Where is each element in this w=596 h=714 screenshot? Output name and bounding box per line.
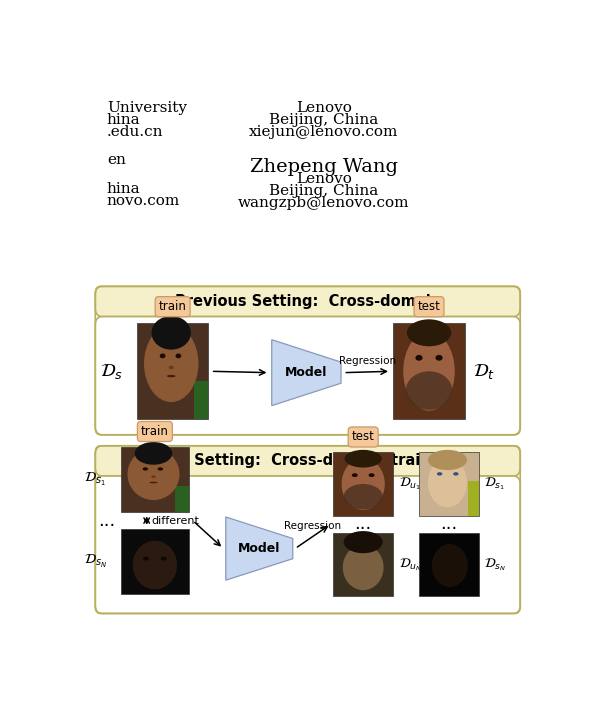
Ellipse shape [135, 442, 172, 465]
Text: different: different [151, 516, 199, 526]
Text: $\mathcal{D}_s$: $\mathcal{D}_s$ [100, 362, 123, 381]
FancyBboxPatch shape [333, 533, 393, 596]
Ellipse shape [133, 540, 177, 589]
Ellipse shape [415, 355, 423, 361]
Ellipse shape [151, 316, 191, 350]
Ellipse shape [436, 355, 443, 361]
Ellipse shape [160, 353, 166, 358]
Ellipse shape [406, 371, 452, 410]
Text: ...: ... [355, 515, 372, 533]
Text: $\mathcal{D}_{s_N}$: $\mathcal{D}_{s_N}$ [484, 556, 507, 573]
Text: Lenovo: Lenovo [296, 101, 352, 115]
Ellipse shape [142, 468, 148, 471]
Ellipse shape [344, 450, 382, 468]
FancyBboxPatch shape [95, 316, 520, 435]
Ellipse shape [167, 375, 175, 377]
Ellipse shape [344, 531, 383, 553]
Ellipse shape [344, 484, 383, 509]
Ellipse shape [175, 353, 181, 358]
Text: .edu.cn: .edu.cn [107, 125, 163, 139]
Text: Previous Setting:  Cross-domain: Previous Setting: Cross-domain [175, 294, 441, 309]
Text: test: test [418, 300, 440, 313]
FancyBboxPatch shape [194, 381, 209, 419]
Text: en: en [107, 153, 126, 167]
Text: Model: Model [285, 366, 328, 379]
Polygon shape [226, 517, 293, 580]
Text: $\mathcal{D}_{s_1}$: $\mathcal{D}_{s_1}$ [84, 471, 106, 488]
Text: Beijing, China: Beijing, China [269, 183, 378, 198]
Ellipse shape [343, 545, 384, 590]
Ellipse shape [342, 458, 385, 510]
Ellipse shape [143, 557, 149, 560]
Text: test: test [352, 431, 375, 443]
Text: wangzpb@lenovo.com: wangzpb@lenovo.com [238, 196, 409, 210]
Text: $\mathcal{D}_t$: $\mathcal{D}_t$ [473, 362, 495, 381]
FancyBboxPatch shape [175, 486, 189, 512]
FancyBboxPatch shape [95, 286, 520, 316]
Ellipse shape [128, 448, 179, 500]
Text: Lenovo: Lenovo [296, 172, 352, 186]
Text: $\mathcal{D}_{u_1}$: $\mathcal{D}_{u_1}$ [399, 476, 421, 492]
FancyBboxPatch shape [418, 533, 479, 596]
Ellipse shape [151, 476, 156, 478]
Text: $\mathcal{D}_{u_N}$: $\mathcal{D}_{u_N}$ [399, 556, 422, 573]
FancyBboxPatch shape [333, 453, 393, 516]
Ellipse shape [407, 319, 451, 346]
Text: Model: Model [238, 542, 281, 555]
Ellipse shape [453, 472, 458, 476]
Text: University: University [107, 101, 187, 115]
Ellipse shape [144, 325, 198, 402]
Ellipse shape [169, 366, 173, 369]
Ellipse shape [352, 473, 358, 477]
FancyBboxPatch shape [393, 323, 465, 419]
Ellipse shape [368, 473, 375, 477]
FancyBboxPatch shape [418, 453, 479, 516]
Text: novo.com: novo.com [107, 194, 180, 208]
Text: Our Setting:  Cross-dataset training: Our Setting: Cross-dataset training [159, 453, 457, 468]
Text: $\mathcal{D}_{s_1}$: $\mathcal{D}_{s_1}$ [484, 476, 505, 492]
Polygon shape [272, 340, 341, 406]
Ellipse shape [437, 472, 442, 476]
Text: Regression: Regression [284, 521, 342, 531]
FancyBboxPatch shape [468, 481, 479, 516]
FancyBboxPatch shape [120, 529, 189, 594]
Ellipse shape [428, 450, 467, 470]
Text: ...: ... [98, 511, 116, 530]
Text: ...: ... [440, 515, 457, 533]
Text: xiejun@lenovo.com: xiejun@lenovo.com [249, 125, 399, 139]
FancyBboxPatch shape [120, 447, 189, 512]
Text: Zhepeng Wang: Zhepeng Wang [250, 159, 398, 176]
Ellipse shape [403, 332, 455, 411]
Text: hina: hina [107, 113, 141, 127]
Text: Regression: Regression [339, 356, 396, 366]
Ellipse shape [150, 482, 157, 483]
Ellipse shape [428, 458, 467, 508]
Ellipse shape [157, 468, 163, 471]
FancyBboxPatch shape [95, 476, 520, 613]
Text: Beijing, China: Beijing, China [269, 113, 378, 127]
Text: hina: hina [107, 182, 141, 196]
Text: train: train [159, 300, 187, 313]
Ellipse shape [432, 544, 468, 587]
Text: $\mathcal{D}_{s_N}$: $\mathcal{D}_{s_N}$ [83, 553, 107, 570]
Ellipse shape [161, 557, 167, 560]
FancyBboxPatch shape [95, 446, 520, 476]
FancyBboxPatch shape [137, 323, 209, 419]
Text: train: train [141, 425, 169, 438]
